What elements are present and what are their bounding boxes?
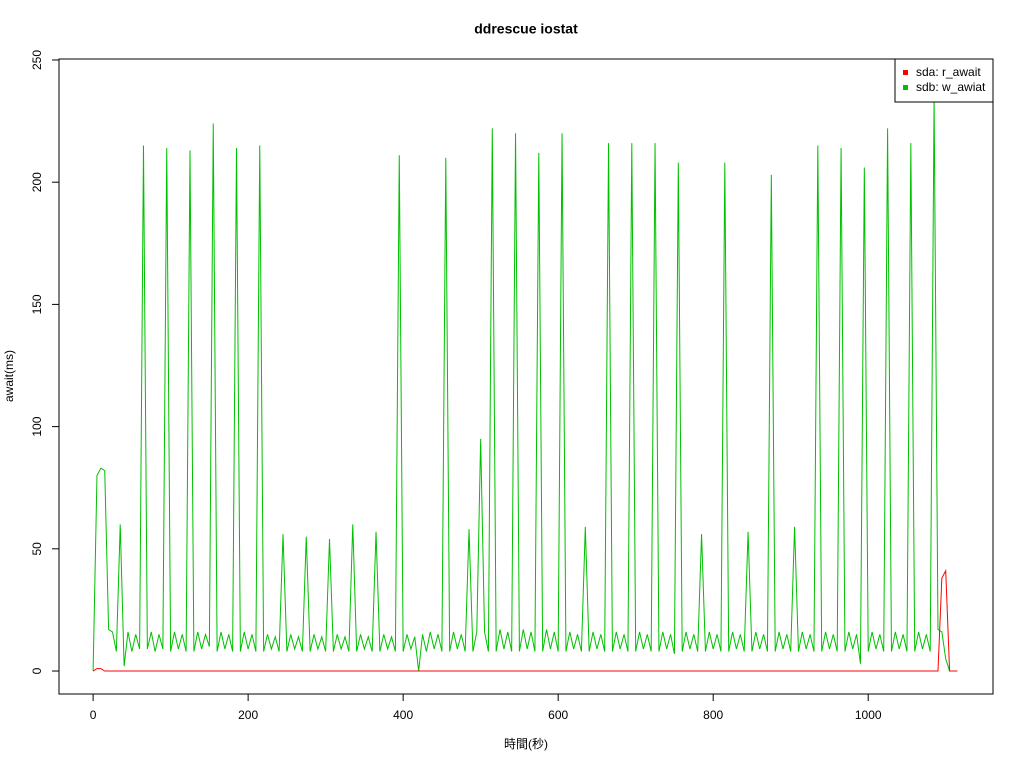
legend-label: sda: r_await [916, 65, 981, 79]
chart-title: ddrescue iostat [474, 21, 578, 37]
y-axis-label: await(ms) [2, 350, 16, 402]
y-tick-label: 150 [30, 294, 44, 314]
y-tick-label: 250 [30, 50, 44, 70]
series-line [92, 96, 958, 672]
y-tick-label: 200 [30, 172, 44, 192]
legend-label: sdb: w_awiat [916, 80, 986, 94]
x-tick-label: 200 [238, 708, 258, 722]
x-tick-label: 1000 [855, 708, 882, 722]
legend-swatch [903, 70, 908, 75]
series-line [92, 568, 958, 672]
x-tick-label: 400 [393, 708, 413, 722]
x-axis-label: 時間(秒) [504, 737, 548, 751]
x-tick-label: 600 [548, 708, 568, 722]
x-tick-label: 0 [90, 708, 97, 722]
legend-box [894, 58, 994, 103]
y-tick-label: 100 [30, 416, 44, 436]
y-tick-label: 50 [30, 542, 44, 556]
x-tick-label: 800 [703, 708, 723, 722]
legend-swatch [903, 85, 908, 90]
y-tick-label: 0 [30, 667, 44, 674]
